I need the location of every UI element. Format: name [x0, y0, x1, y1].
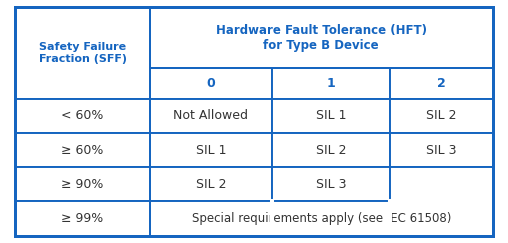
Bar: [390, 68, 493, 99]
Text: 1: 1: [327, 77, 335, 90]
Bar: [150, 99, 272, 133]
Text: SIL 1: SIL 1: [315, 109, 346, 122]
Bar: [15, 201, 150, 236]
Bar: [390, 99, 493, 133]
Text: ≥ 99%: ≥ 99%: [61, 212, 104, 225]
Text: Not Allowed: Not Allowed: [173, 109, 248, 122]
Text: SIL 2: SIL 2: [426, 109, 457, 122]
Bar: [150, 7, 493, 68]
Bar: [150, 68, 272, 99]
Text: SIL 1: SIL 1: [196, 144, 226, 156]
Text: SIL 3: SIL 3: [426, 144, 457, 156]
Bar: [272, 68, 390, 99]
Text: SIL 3: SIL 3: [315, 178, 346, 191]
Text: Special requirements apply (see IEC 61508): Special requirements apply (see IEC 6150…: [192, 212, 451, 225]
Text: SIL 2: SIL 2: [196, 178, 226, 191]
Bar: [15, 133, 150, 167]
Bar: [15, 167, 150, 201]
Text: < 60%: < 60%: [61, 109, 104, 122]
Bar: [15, 99, 150, 133]
Text: ≥ 90%: ≥ 90%: [61, 178, 104, 191]
Text: Safety Failure
Fraction (SFF): Safety Failure Fraction (SFF): [39, 42, 126, 64]
Bar: [390, 167, 493, 201]
Text: Hardware Fault Tolerance (HFT)
for Type B Device: Hardware Fault Tolerance (HFT) for Type …: [216, 24, 427, 52]
Text: 2: 2: [437, 77, 446, 90]
Bar: [272, 167, 390, 201]
Bar: [272, 133, 390, 167]
Text: ≥ 60%: ≥ 60%: [61, 144, 104, 156]
Text: SIL 2: SIL 2: [315, 144, 346, 156]
Bar: [15, 7, 150, 99]
Bar: [150, 133, 272, 167]
Bar: [390, 133, 493, 167]
Text: 0: 0: [206, 77, 215, 90]
Bar: [150, 167, 272, 201]
Bar: [272, 99, 390, 133]
Bar: [150, 201, 493, 236]
